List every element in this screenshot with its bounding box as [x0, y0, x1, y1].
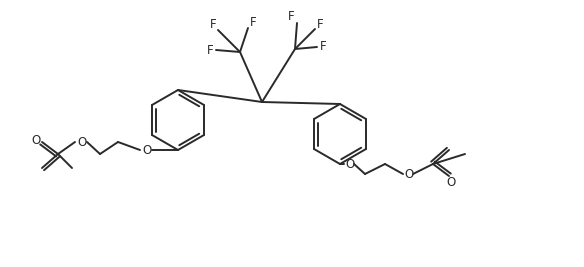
Text: O: O: [345, 158, 354, 171]
Text: F: F: [288, 10, 294, 23]
Text: O: O: [32, 134, 41, 147]
Text: F: F: [319, 41, 326, 53]
Text: O: O: [142, 143, 152, 156]
Text: F: F: [317, 18, 324, 30]
Text: F: F: [207, 44, 213, 57]
Text: O: O: [446, 176, 456, 190]
Text: O: O: [77, 135, 86, 148]
Text: F: F: [250, 17, 256, 29]
Text: O: O: [404, 167, 413, 180]
Text: F: F: [210, 18, 216, 32]
